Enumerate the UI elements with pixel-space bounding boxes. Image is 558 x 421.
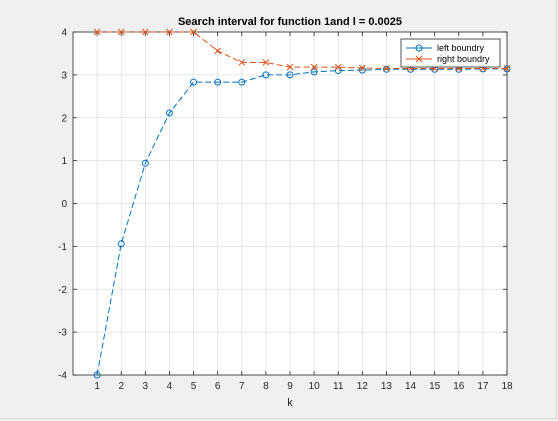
data-point <box>238 78 246 86</box>
data-point-stroke <box>262 59 270 66</box>
data-point <box>214 78 222 86</box>
data-point <box>310 68 318 76</box>
data-point <box>358 66 366 74</box>
data-point-stroke <box>503 65 511 72</box>
data-point <box>262 59 270 66</box>
grid-lines <box>73 31 508 376</box>
data-point <box>165 109 173 117</box>
data-point <box>93 371 101 379</box>
series-group <box>93 28 511 379</box>
x-tick-label: 16 <box>453 381 465 392</box>
legend-label-1: right boundry <box>437 54 490 64</box>
y-tick-label: -2 <box>58 285 67 296</box>
data-point <box>166 28 173 36</box>
y-tick-label: 0 <box>61 199 67 210</box>
data-point <box>214 47 222 55</box>
data-point <box>117 240 125 248</box>
data-point <box>383 65 390 72</box>
legend-box <box>400 38 501 68</box>
x-tick-label: 9 <box>287 381 293 392</box>
data-point <box>358 64 366 72</box>
data-point <box>238 59 246 66</box>
data-point-stroke <box>310 63 318 71</box>
data-point <box>382 65 390 73</box>
x-tick-label: 6 <box>215 381 221 392</box>
x-tick-label: 14 <box>405 381 417 392</box>
y-tick-label: -3 <box>58 328 67 339</box>
y-tick-label: 4 <box>61 28 67 39</box>
data-point-stroke <box>238 59 246 66</box>
y-axis-ticks: -4 -3 -2 -1 0 1 2 3 4 <box>58 28 507 382</box>
series-line-0 <box>96 68 507 376</box>
data-point-stroke <box>190 28 197 36</box>
legend-marker-x <box>415 55 423 63</box>
x-tick-label: 12 <box>357 381 369 392</box>
y-tick-label: 2 <box>61 113 67 124</box>
data-point <box>286 63 294 71</box>
data-point <box>190 78 198 86</box>
y-tick-label: -1 <box>58 242 67 253</box>
data-point-stroke <box>117 28 125 36</box>
chart-title: Search interval for function 1and l = 0.… <box>178 16 402 28</box>
data-point-stroke <box>286 63 294 71</box>
data-point <box>117 28 125 36</box>
data-point-stroke <box>166 28 173 36</box>
x-tick-label: 5 <box>191 381 197 392</box>
data-point <box>141 28 149 36</box>
x-tick-label: 3 <box>143 381 149 392</box>
x-axis-label: k <box>287 397 293 409</box>
data-point-stroke <box>93 28 101 36</box>
data-point-stroke <box>214 47 222 55</box>
data-point <box>334 63 342 71</box>
data-point-stroke <box>383 65 390 72</box>
data-point <box>190 28 197 36</box>
legend-label-0: left boundry <box>437 43 485 53</box>
x-tick-label: 4 <box>167 381 173 392</box>
x-tick-label: 17 <box>477 381 489 392</box>
y-tick-label: -4 <box>58 371 67 382</box>
y-tick-label: 1 <box>61 156 67 167</box>
x-tick-label: 13 <box>381 381 393 392</box>
data-point <box>286 71 294 79</box>
data-point <box>310 63 318 71</box>
data-point <box>262 71 270 79</box>
x-tick-label: 15 <box>429 381 441 392</box>
data-point-stroke <box>358 64 366 72</box>
x-tick-label: 2 <box>118 381 124 392</box>
data-point-stroke <box>334 63 342 71</box>
data-point <box>141 159 149 167</box>
x-tick-label: 18 <box>501 381 513 392</box>
x-tick-label: 1 <box>94 381 100 392</box>
x-tick-label: 11 <box>333 381 344 392</box>
x-tick-label: 7 <box>239 381 245 392</box>
y-tick-label: 3 <box>61 70 67 81</box>
series-line-1 <box>97 31 507 69</box>
x-axis-ticks: 1 2 3 4 5 6 7 8 9 10 11 12 13 14 15 16 17 18 <box>94 32 513 392</box>
data-point-stroke <box>141 28 149 36</box>
data-point <box>503 65 511 72</box>
x-tick-label: 8 <box>263 381 269 392</box>
legend-marker-circle <box>415 44 423 52</box>
x-tick-label: 10 <box>309 381 321 392</box>
data-point <box>93 28 101 36</box>
